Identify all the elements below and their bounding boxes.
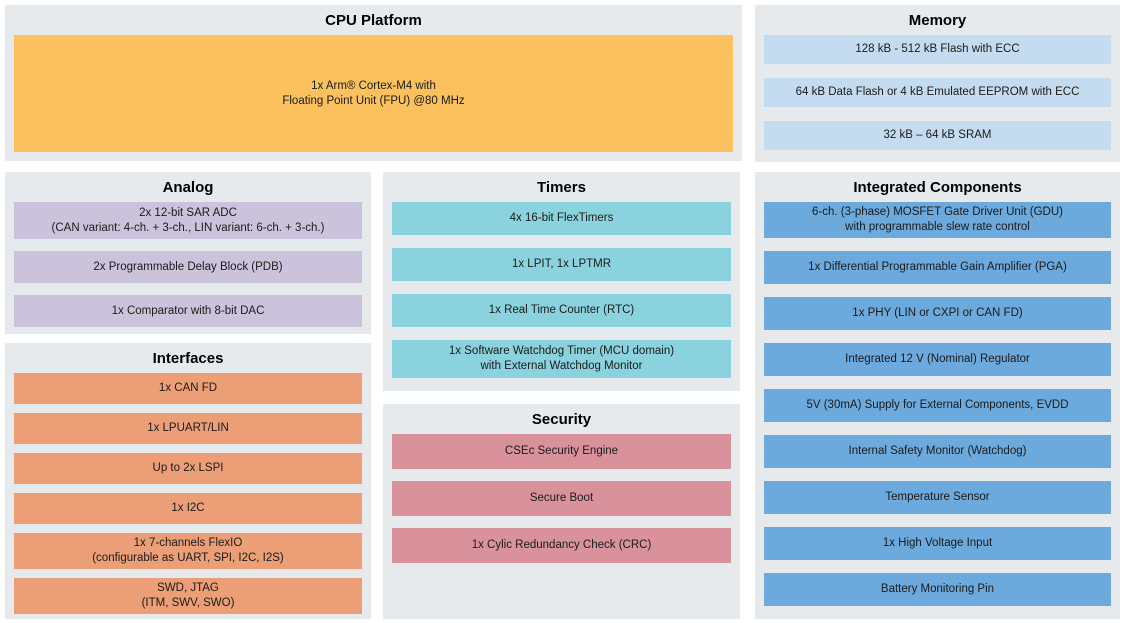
analog-adc-block: 2x 12-bit SAR ADC (CAN variant: 4-ch. + … <box>14 202 362 239</box>
interfaces-lspi-block: Up to 2x LSPI <box>14 453 362 484</box>
integrated-regulator-block: Integrated 12 V (Nominal) Regulator <box>764 343 1111 376</box>
block-list: 2x 12-bit SAR ADC (CAN variant: 4-ch. + … <box>5 202 371 336</box>
block-list: 1x Arm® Cortex-M4 with Floating Point Un… <box>5 35 742 161</box>
integrated-high-voltage-input-block: 1x High Voltage Input <box>764 527 1111 560</box>
block-list: 6-ch. (3-phase) MOSFET Gate Driver Unit … <box>755 202 1120 619</box>
integrated-pga-block: 1x Differential Programmable Gain Amplif… <box>764 251 1111 284</box>
section-title: Analog <box>162 179 214 196</box>
section-title: Interfaces <box>152 350 224 367</box>
interfaces-swd-jtag-block: SWD, JTAG (ITM, SWV, SWO) <box>14 578 362 614</box>
analog-comparator-block: 1x Comparator with 8-bit DAC <box>14 295 362 327</box>
section-title: Timers <box>537 179 586 196</box>
timers-rtc-block: 1x Real Time Counter (RTC) <box>392 294 731 327</box>
interfaces-i2c-block: 1x I2C <box>14 493 362 524</box>
memory-flash-block: 128 kB - 512 kB Flash with ECC <box>764 35 1111 64</box>
section-memory: Memory 128 kB - 512 kB Flash with ECC 64… <box>755 5 1120 162</box>
section-security: Security CSEc Security Engine Secure Boo… <box>383 404 740 619</box>
timers-lpit-lptmr-block: 1x LPIT, 1x LPTMR <box>392 248 731 281</box>
section-title: Security <box>531 411 592 428</box>
analog-pdb-block: 2x Programmable Delay Block (PDB) <box>14 251 362 283</box>
section-title: Memory <box>908 12 967 29</box>
block-list: 128 kB - 512 kB Flash with ECC 64 kB Dat… <box>755 35 1120 162</box>
section-interfaces: Interfaces 1x CAN FD 1x LPUART/LIN Up to… <box>5 343 371 619</box>
security-secure-boot-block: Secure Boot <box>392 481 731 516</box>
block-list: 1x CAN FD 1x LPUART/LIN Up to 2x LSPI 1x… <box>5 373 371 623</box>
memory-sram-block: 32 kB – 64 kB SRAM <box>764 121 1111 150</box>
section-integrated-components: Integrated Components 6-ch. (3-phase) MO… <box>755 172 1120 619</box>
section-timers: Timers 4x 16-bit FlexTimers 1x LPIT, 1x … <box>383 172 740 391</box>
interfaces-lpuart-lin-block: 1x LPUART/LIN <box>14 413 362 444</box>
block-list: 4x 16-bit FlexTimers 1x LPIT, 1x LPTMR 1… <box>383 202 740 391</box>
integrated-battery-monitoring-block: Battery Monitoring Pin <box>764 573 1111 606</box>
timers-watchdog-block: 1x Software Watchdog Timer (MCU domain) … <box>392 340 731 378</box>
section-cpu-platform: CPU Platform 1x Arm® Cortex-M4 with Floa… <box>5 5 742 161</box>
memory-data-flash-block: 64 kB Data Flash or 4 kB Emulated EEPROM… <box>764 78 1111 107</box>
block-list: CSEc Security Engine Secure Boot 1x Cyli… <box>383 434 740 619</box>
integrated-safety-monitor-block: Internal Safety Monitor (Watchdog) <box>764 435 1111 468</box>
integrated-phy-block: 1x PHY (LIN or CXPI or CAN FD) <box>764 297 1111 330</box>
integrated-gdu-block: 6-ch. (3-phase) MOSFET Gate Driver Unit … <box>764 202 1111 238</box>
integrated-temperature-sensor-block: Temperature Sensor <box>764 481 1111 514</box>
security-crc-block: 1x Cylic Redundancy Check (CRC) <box>392 528 731 563</box>
interfaces-flexio-block: 1x 7-channels FlexIO (configurable as UA… <box>14 533 362 569</box>
section-title: Integrated Components <box>853 179 1022 196</box>
cpu-core-block: 1x Arm® Cortex-M4 with Floating Point Un… <box>14 35 733 152</box>
timers-flextimers-block: 4x 16-bit FlexTimers <box>392 202 731 235</box>
integrated-evdd-supply-block: 5V (30mA) Supply for External Components… <box>764 389 1111 422</box>
interfaces-canfd-block: 1x CAN FD <box>14 373 362 404</box>
section-title: CPU Platform <box>325 12 422 29</box>
security-csec-block: CSEc Security Engine <box>392 434 731 469</box>
section-analog: Analog 2x 12-bit SAR ADC (CAN variant: 4… <box>5 172 371 334</box>
